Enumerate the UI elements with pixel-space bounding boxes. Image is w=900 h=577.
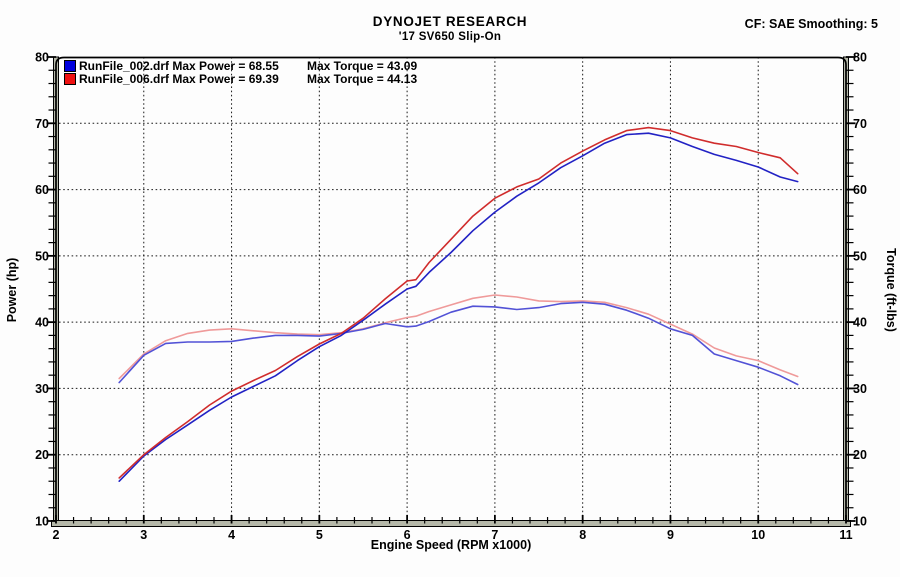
- x-axis-label: Engine Speed (RPM x1000): [371, 538, 531, 552]
- x-tick-label-9: 9: [667, 528, 674, 542]
- page-title: DYNOJET RESEARCH: [372, 14, 528, 29]
- run002-max-torque-label: Max Torque = 43.09: [307, 58, 418, 73]
- x-tick-label-11: 11: [839, 528, 852, 542]
- run006-max-power-label: RunFile_006.drf Max Power = 69.39: [79, 71, 279, 86]
- page-subtitle: '17 SV650 Slip-On: [398, 31, 502, 43]
- y-right-tick-label-50: 50: [853, 249, 867, 263]
- y-axis-label-right: Torque (ft-lbs): [884, 248, 898, 332]
- y-left-tick-label-70: 70: [35, 117, 49, 131]
- legend: RunFile_002.drf Max Power = 68.55 Max To…: [64, 58, 418, 86]
- y-left-tick-label-80: 80: [35, 51, 49, 65]
- y-left-tick-label-30: 30: [35, 382, 49, 396]
- correction-smoothing-info: CF: SAE Smoothing: 5: [744, 17, 878, 31]
- y-axis-label-left: Power (hp): [5, 258, 19, 323]
- y-left-tick-label-50: 50: [35, 249, 49, 263]
- run006-max-torque-label: Max Torque = 44.13: [307, 71, 418, 86]
- y-left-tick-label-10: 10: [35, 515, 49, 529]
- bottom-axis-spine: [51, 520, 851, 527]
- x-tick-label-8: 8: [579, 528, 586, 542]
- x-tick-label-10: 10: [751, 528, 765, 542]
- y-right-tick-label-30: 30: [853, 382, 867, 396]
- y-right-tick-label-10: 10: [853, 515, 867, 529]
- y-right-tick-label-70: 70: [853, 117, 867, 131]
- x-tick-label-2: 2: [53, 528, 60, 542]
- legend-row-run006: RunFile_006.drf Max Power = 69.39 Max To…: [64, 71, 418, 86]
- y-left-tick-label-20: 20: [35, 448, 49, 462]
- x-tick-label-3: 3: [140, 528, 147, 542]
- y-left-tick-label-40: 40: [35, 316, 49, 330]
- plot-frame: [55, 56, 847, 521]
- legend-row-run002: RunFile_002.drf Max Power = 68.55 Max To…: [64, 58, 418, 73]
- y-right-tick-label-40: 40: [853, 316, 867, 330]
- curve-1-torque: [118, 301, 799, 386]
- run006-color-swatch: [64, 72, 76, 85]
- x-tick-label-7: 7: [491, 528, 498, 542]
- x-tick-label-5: 5: [316, 528, 323, 542]
- y-right-tick-label-60: 60: [853, 183, 867, 197]
- curve-0-torque: [118, 294, 799, 380]
- curve-2-power: [118, 132, 799, 483]
- run002-max-power-label: RunFile_002.drf Max Power = 68.55: [79, 58, 279, 73]
- curve-3-power: [118, 126, 799, 479]
- x-tick-label-4: 4: [228, 528, 235, 542]
- y-right-tick-label-80: 80: [853, 51, 867, 65]
- y-left-tick-label-60: 60: [35, 183, 49, 197]
- x-tick-label-6: 6: [404, 528, 411, 542]
- run002-color-swatch: [64, 59, 76, 72]
- y-right-tick-label-20: 20: [853, 448, 867, 462]
